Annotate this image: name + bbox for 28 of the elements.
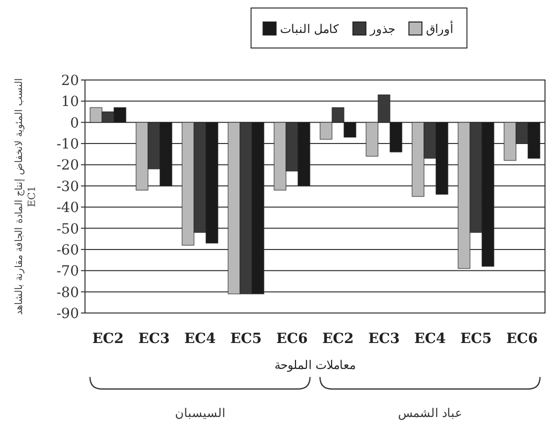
x-tick-label: EC5 xyxy=(230,331,262,347)
x-tick-label: EC6 xyxy=(506,331,538,347)
y-tick-label: -30 xyxy=(56,178,79,195)
y-tick-label: -50 xyxy=(56,221,79,238)
y-tick-label: -90 xyxy=(56,306,79,322)
x-tick-label: EC4 xyxy=(414,331,446,347)
x-tick-label: EC6 xyxy=(276,331,308,347)
y-tick-label: 0 xyxy=(70,115,79,132)
legend-label: كامل النبات xyxy=(280,22,339,36)
y-tick-label: -10 xyxy=(56,136,79,153)
y-tick-label: -20 xyxy=(56,158,79,174)
legend-label: جذور xyxy=(368,22,395,36)
text: السيسبان xyxy=(175,406,225,420)
x-axis-title: معاملات الملوحة xyxy=(274,358,356,372)
y-tick-label: -70 xyxy=(56,264,79,280)
x-tick-label: EC3 xyxy=(138,331,170,347)
text: عباد الشمس xyxy=(398,406,462,420)
y-tick-label: -40 xyxy=(56,200,79,216)
y-tick-label: -60 xyxy=(56,242,79,258)
y-tick-label: 10 xyxy=(61,94,79,110)
legend-label: أوراق xyxy=(426,21,453,36)
x-tick-label: EC3 xyxy=(368,331,400,347)
x-tick-label: EC2 xyxy=(322,331,354,347)
x-tick-label: EC2 xyxy=(92,331,124,347)
x-tick-label: EC4 xyxy=(184,331,216,347)
x-tick-label: EC5 xyxy=(460,331,492,347)
y-tick-label: 20 xyxy=(61,73,79,89)
y-tick-label: -80 xyxy=(56,284,79,301)
